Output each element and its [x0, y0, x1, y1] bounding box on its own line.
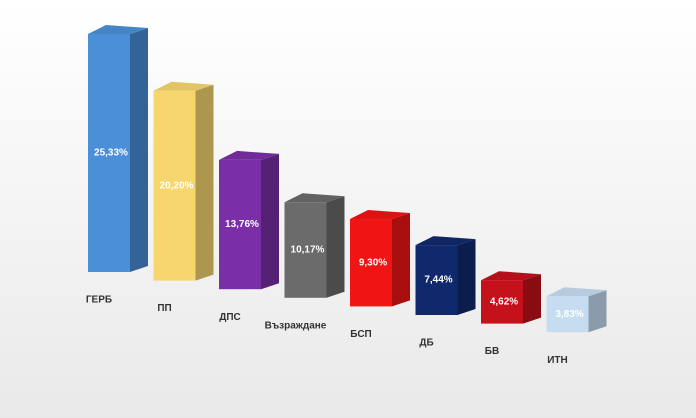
category-label: ДПС — [219, 312, 241, 323]
category-label: БСП — [350, 329, 371, 340]
bar-side — [195, 84, 214, 281]
bar-top — [88, 25, 148, 34]
value-label: 4,62% — [490, 297, 518, 308]
bar — [546, 296, 589, 333]
bar — [219, 159, 261, 290]
bar-side — [326, 196, 345, 298]
category-label: ИТН — [547, 355, 568, 366]
value-label: 3,83% — [555, 309, 583, 320]
value-label: 20,20% — [160, 180, 194, 191]
bar-top — [284, 193, 345, 203]
value-label: 9,30% — [359, 257, 387, 268]
value-label: 10,17% — [291, 245, 325, 256]
bar-top — [153, 81, 214, 91]
bar-side — [392, 213, 410, 307]
value-label: 7,44% — [424, 275, 452, 286]
value-label: 25,33% — [94, 148, 128, 159]
bar-side — [261, 153, 279, 290]
bar-side — [588, 290, 607, 333]
bar — [350, 219, 392, 307]
category-label: Възраждане — [265, 320, 327, 331]
value-label: 13,76% — [225, 219, 259, 230]
category-label: ГЕРБ — [86, 295, 112, 306]
bar-top — [546, 287, 607, 297]
bar — [284, 202, 327, 298]
category-label: ПП — [157, 303, 171, 314]
bar — [88, 34, 130, 272]
bar-side — [130, 28, 148, 272]
category-label: ДБ — [419, 338, 433, 349]
bar-top — [415, 236, 476, 246]
bar-side — [523, 274, 541, 324]
bar-top — [481, 271, 541, 281]
bar-side — [457, 239, 476, 315]
bar-top — [350, 210, 410, 220]
bar-top — [219, 150, 279, 160]
bar — [153, 90, 196, 281]
bar — [481, 280, 523, 324]
category-label: БВ — [485, 346, 499, 357]
bar — [415, 245, 458, 315]
